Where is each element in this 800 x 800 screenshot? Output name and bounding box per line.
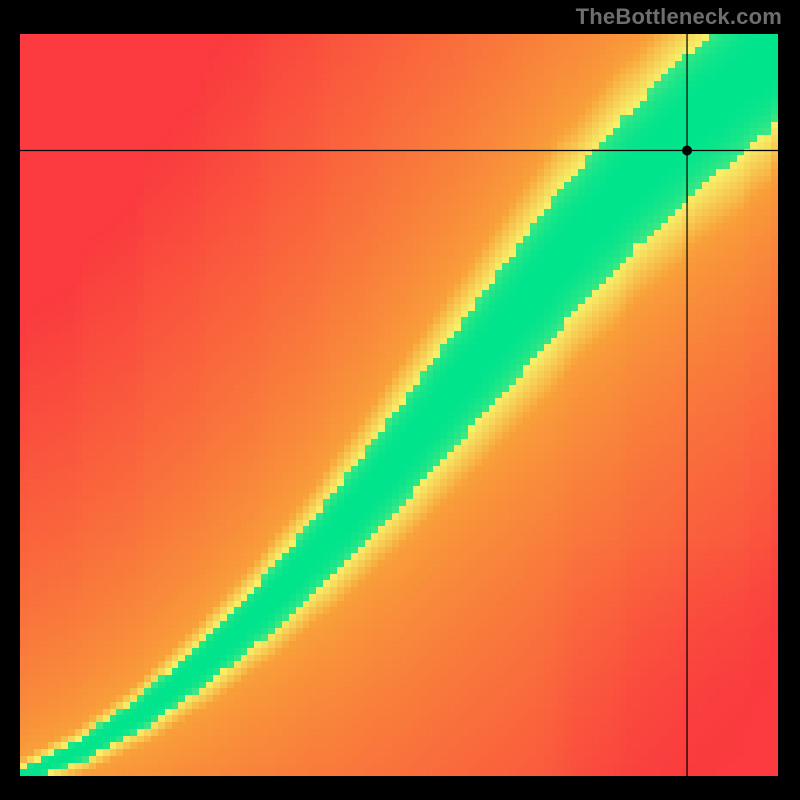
heatmap-plot [20,34,778,776]
heatmap-canvas [20,34,778,776]
chart-container: { "watermark": { "text": "TheBottleneck.… [0,0,800,800]
watermark-text: TheBottleneck.com [576,4,782,30]
